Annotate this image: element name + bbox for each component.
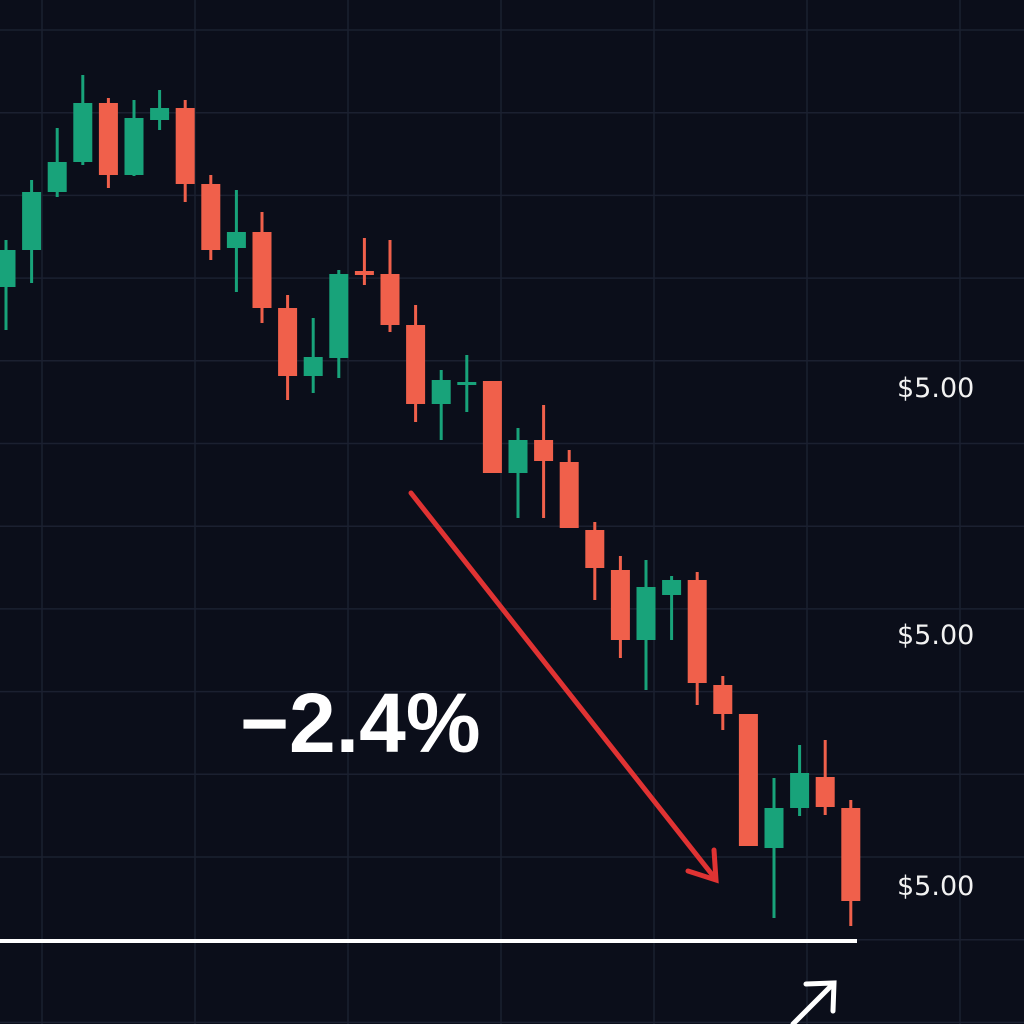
candle-body — [329, 274, 349, 358]
price-label: $5.00 — [897, 373, 974, 404]
candle-body — [47, 162, 67, 192]
candle-body — [508, 440, 528, 473]
candle-body — [0, 250, 16, 287]
candle-body — [431, 380, 451, 404]
candle-body — [354, 271, 374, 275]
candle-body — [482, 381, 502, 473]
candle-body — [252, 232, 272, 308]
candle-body — [815, 777, 835, 807]
candle-body — [22, 192, 42, 250]
candle-body — [406, 325, 426, 404]
price-label: $5.00 — [897, 620, 974, 651]
corner-arrow — [790, 980, 837, 1024]
candle-body — [841, 808, 861, 901]
candle-body — [303, 357, 323, 376]
candle-body — [636, 587, 656, 640]
candle-body — [73, 103, 93, 162]
candle-body — [764, 808, 784, 848]
arrow-shaft — [790, 981, 836, 1024]
candle-body — [585, 530, 605, 568]
arrow-head — [803, 980, 837, 1014]
candle-body — [201, 184, 221, 250]
candle-body — [98, 103, 118, 175]
candle-body — [380, 274, 400, 325]
candle-body — [124, 118, 144, 175]
candle-body — [713, 685, 733, 714]
candle-body — [790, 773, 810, 808]
arrow-shaft — [408, 490, 717, 880]
change-annotation: −2.4% — [240, 676, 481, 770]
candle-body — [175, 108, 195, 184]
candle-body — [278, 308, 298, 376]
candle-body — [226, 232, 246, 248]
candle-body — [457, 382, 477, 385]
candle-body — [687, 580, 707, 683]
candle-body — [610, 570, 630, 640]
candle-body — [559, 462, 579, 528]
candle-body — [150, 108, 170, 120]
candles — [0, 75, 861, 926]
price-label: $5.00 — [897, 871, 974, 902]
arrow-head — [685, 847, 719, 884]
candle-body — [662, 580, 682, 595]
candle-body — [738, 714, 758, 846]
candle-body — [534, 440, 554, 461]
trend-arrow — [408, 490, 719, 884]
